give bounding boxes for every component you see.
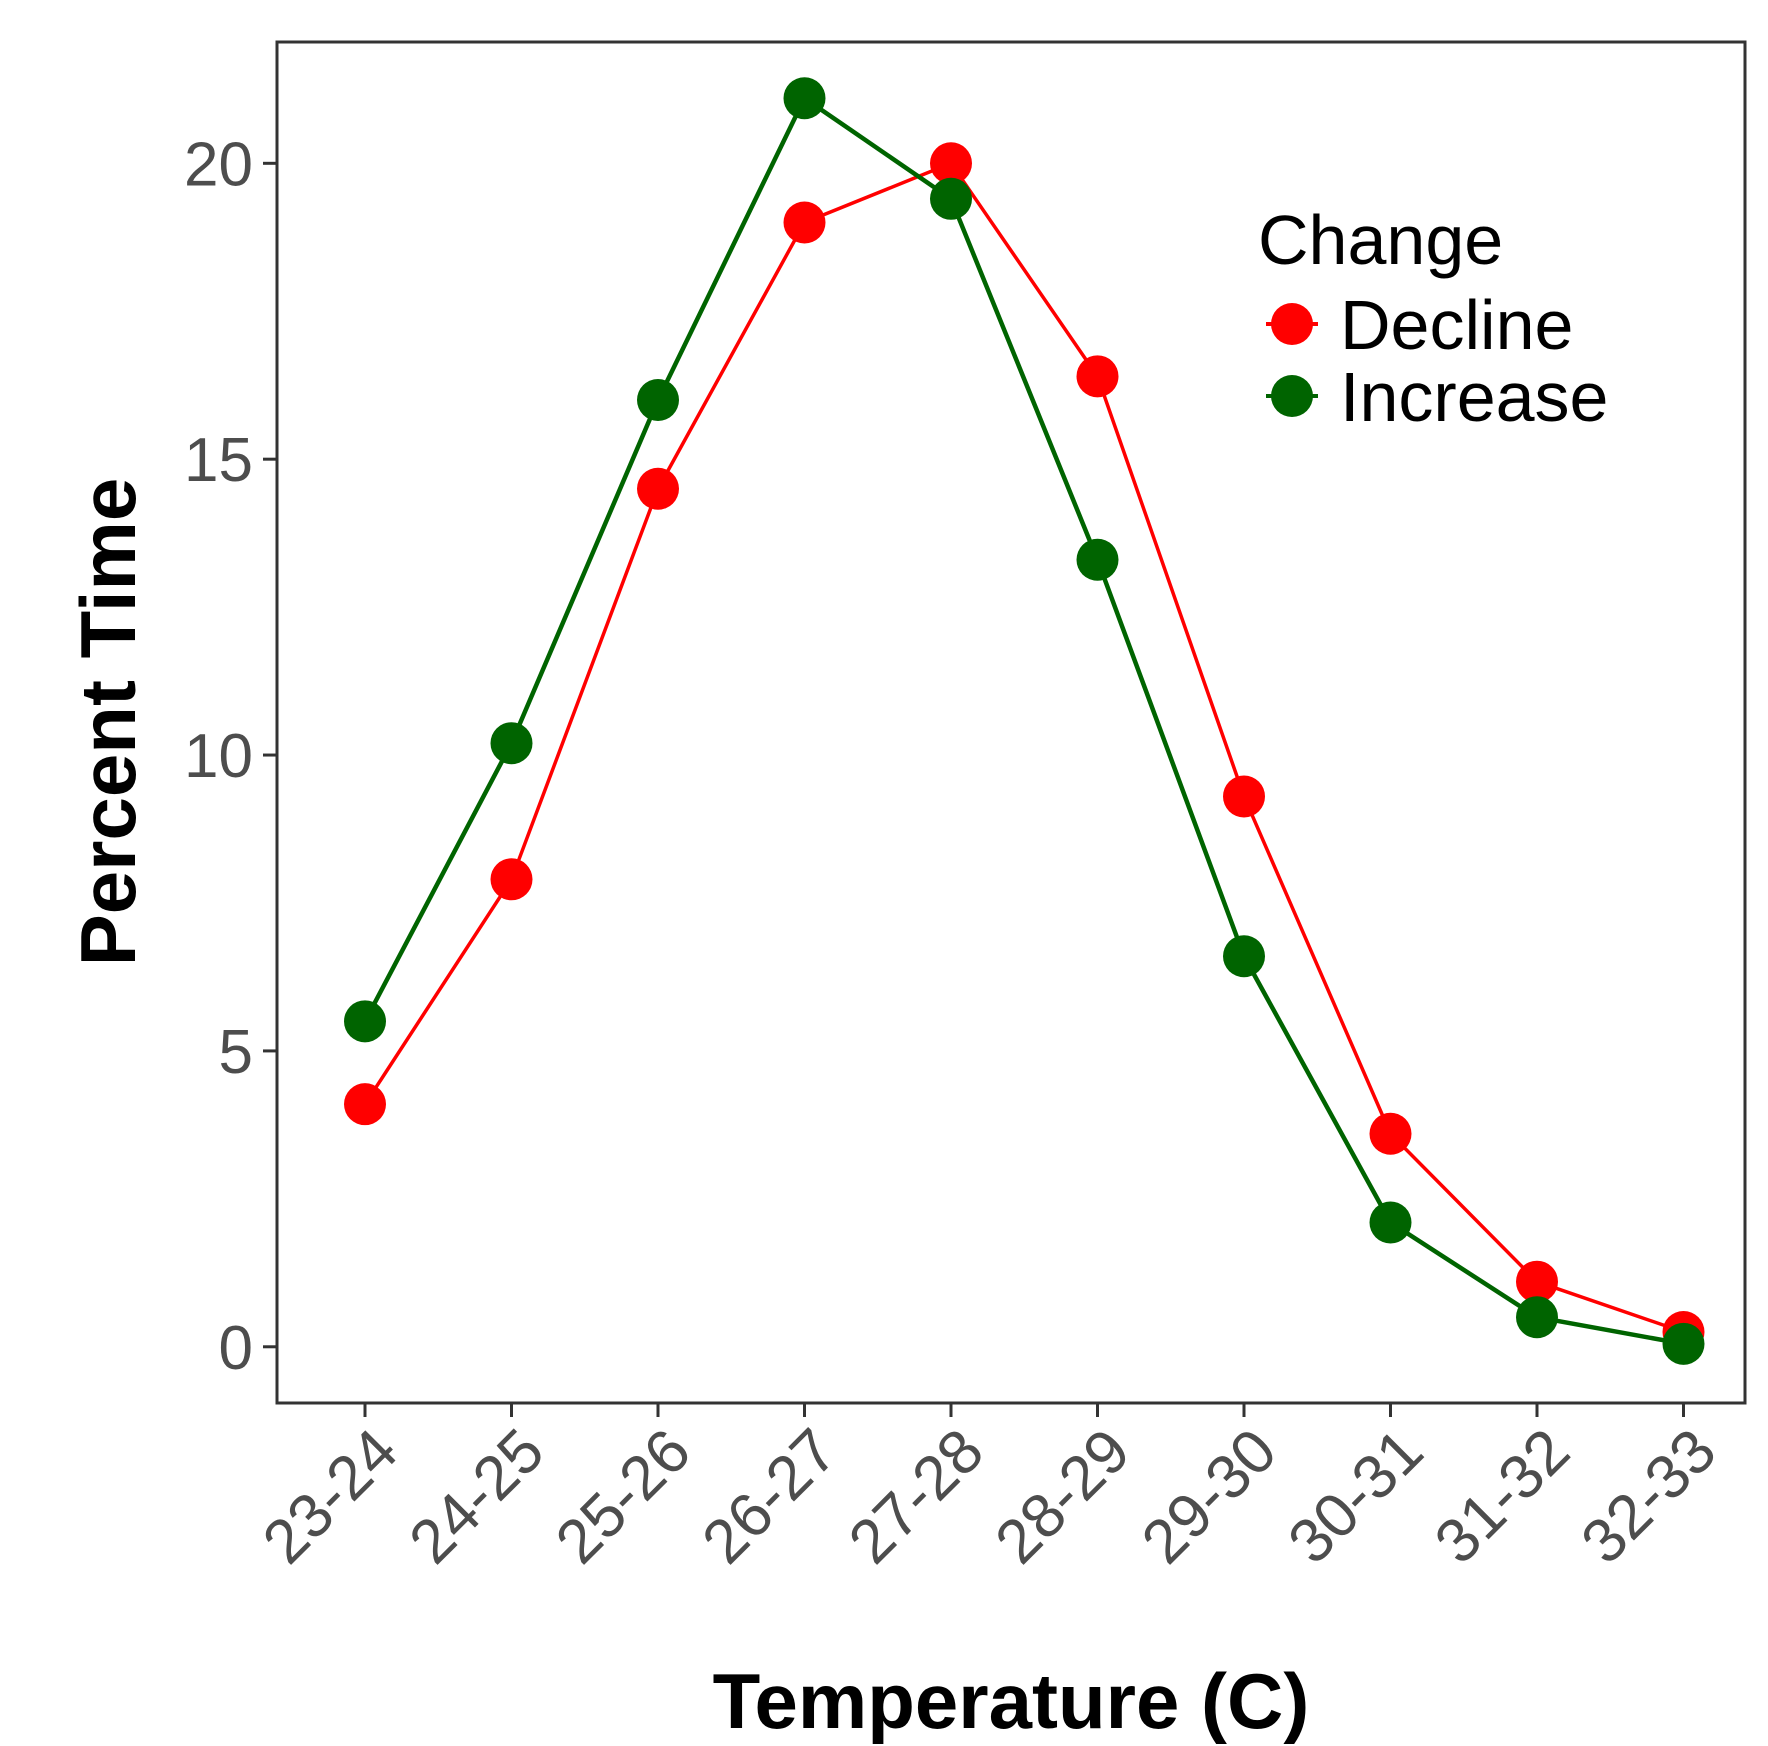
data-point-increase-25-26 <box>637 379 679 422</box>
data-point-increase-26-27 <box>783 77 826 120</box>
y-tick-label: 15 <box>184 426 253 495</box>
legend-label-increase: Increase <box>1340 358 1608 436</box>
y-tick-label: 10 <box>184 722 253 791</box>
data-point-decline-25-26 <box>637 467 679 510</box>
data-point-increase-29-30 <box>1223 935 1265 978</box>
y-tick-label: 5 <box>219 1018 253 1087</box>
data-point-decline-30-31 <box>1369 1112 1412 1155</box>
legend-key-decline <box>1271 303 1313 345</box>
data-point-decline-27-28 <box>930 142 972 185</box>
data-point-decline-28-29 <box>1076 355 1119 398</box>
data-point-increase-24-25 <box>490 722 533 765</box>
data-point-increase-32-33 <box>1662 1322 1705 1365</box>
legend-label-decline: Decline <box>1340 286 1573 364</box>
data-point-increase-30-31 <box>1369 1201 1412 1244</box>
data-point-increase-31-32 <box>1516 1296 1558 1339</box>
data-point-decline-29-30 <box>1223 775 1265 818</box>
y-tick-label: 20 <box>184 130 253 199</box>
y-axis-title: Percent Time <box>64 478 152 966</box>
data-point-increase-27-28 <box>930 177 972 220</box>
data-point-increase-23-24 <box>344 1000 386 1043</box>
series-line-decline <box>363 161 1685 1334</box>
data-point-increase-28-29 <box>1076 538 1119 581</box>
data-point-decline-24-25 <box>490 858 533 901</box>
legend-title: Change <box>1258 201 1503 279</box>
data-point-decline-26-27 <box>783 201 826 244</box>
data-point-decline-31-32 <box>1516 1260 1558 1303</box>
legend-key-increase <box>1271 375 1313 417</box>
data-point-decline-23-24 <box>344 1083 386 1126</box>
y-axis: 0 5 10 15 20 <box>184 130 277 1383</box>
series-line-increase <box>363 95 1684 1347</box>
x-axis-title: Temperature (C) <box>713 1657 1310 1745</box>
series-lines <box>363 95 1685 1347</box>
y-tick-label: 0 <box>219 1314 253 1383</box>
series-points <box>344 77 1705 1365</box>
plot-panel-border <box>275 40 1747 1405</box>
